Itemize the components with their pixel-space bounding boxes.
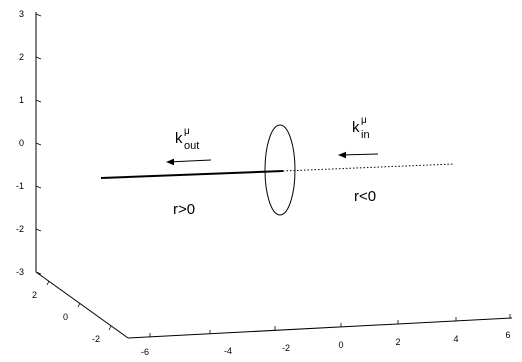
x-axis-ticks bbox=[149, 314, 511, 337]
z-tick-label: -2 bbox=[16, 224, 24, 234]
region-positive-label: r>0 bbox=[173, 201, 195, 218]
z-tick-label: 1 bbox=[19, 95, 24, 105]
x-tick-label: -6 bbox=[141, 347, 149, 357]
y-axis bbox=[35, 271, 129, 339]
x-tick-label: 0 bbox=[338, 340, 343, 350]
x-tick-label: -4 bbox=[224, 346, 232, 356]
z-tick bbox=[35, 99, 42, 103]
x-tick-label: 6 bbox=[505, 330, 510, 340]
k-out-arrow bbox=[167, 159, 212, 163]
y-tick-label: 0 bbox=[63, 312, 68, 322]
ring-ellipse bbox=[264, 124, 296, 216]
x-tick-label: 4 bbox=[453, 334, 458, 344]
y-tick-label: 2 bbox=[32, 290, 37, 300]
z-tick-label: 0 bbox=[19, 138, 24, 148]
z-tick bbox=[35, 185, 42, 189]
incoming-dotted-line bbox=[282, 163, 455, 172]
z-tick bbox=[35, 142, 42, 146]
z-tick-label: 3 bbox=[19, 9, 24, 19]
k-out-subscript: out bbox=[184, 140, 199, 152]
outgoing-solid-line bbox=[100, 170, 284, 179]
k-in-label: k μ in bbox=[352, 115, 370, 141]
z-tick-label: -1 bbox=[16, 181, 24, 191]
y-tick bbox=[77, 302, 81, 308]
k-in-arrow bbox=[339, 153, 379, 156]
z-tick-label: 2 bbox=[19, 52, 24, 62]
x-axis-tick-labels: -6 -4 -2 0 2 4 6 bbox=[141, 330, 511, 357]
k-out-label: k μ out bbox=[175, 126, 199, 152]
region-negative-label: r<0 bbox=[354, 188, 376, 205]
x-axis bbox=[127, 317, 513, 339]
z-tick bbox=[35, 56, 42, 60]
z-tick bbox=[35, 13, 42, 17]
k-in-superscript: μ bbox=[361, 115, 367, 126]
y-tick bbox=[46, 280, 50, 286]
k-in-base: k bbox=[352, 119, 360, 136]
y-tick-label: -2 bbox=[92, 334, 100, 344]
x-tick-label: 2 bbox=[395, 337, 400, 347]
z-tick-label: -3 bbox=[16, 267, 24, 277]
k-in-subscript: in bbox=[361, 129, 370, 141]
k-out-arrowhead bbox=[166, 158, 174, 166]
k-out-base: k bbox=[175, 130, 183, 147]
y-axis-ticks bbox=[46, 280, 112, 331]
x-tick-label: -2 bbox=[282, 343, 290, 353]
y-axis-tick-labels: 2 0 -2 bbox=[32, 290, 100, 344]
z-tick bbox=[35, 228, 42, 232]
k-in-arrowhead bbox=[338, 151, 346, 159]
y-tick bbox=[108, 325, 112, 331]
z-axis-tick-labels: 3 2 1 0 -1 -2 -3 bbox=[16, 9, 24, 277]
k-out-superscript: μ bbox=[184, 126, 190, 137]
z-axis-ticks bbox=[35, 13, 42, 275]
